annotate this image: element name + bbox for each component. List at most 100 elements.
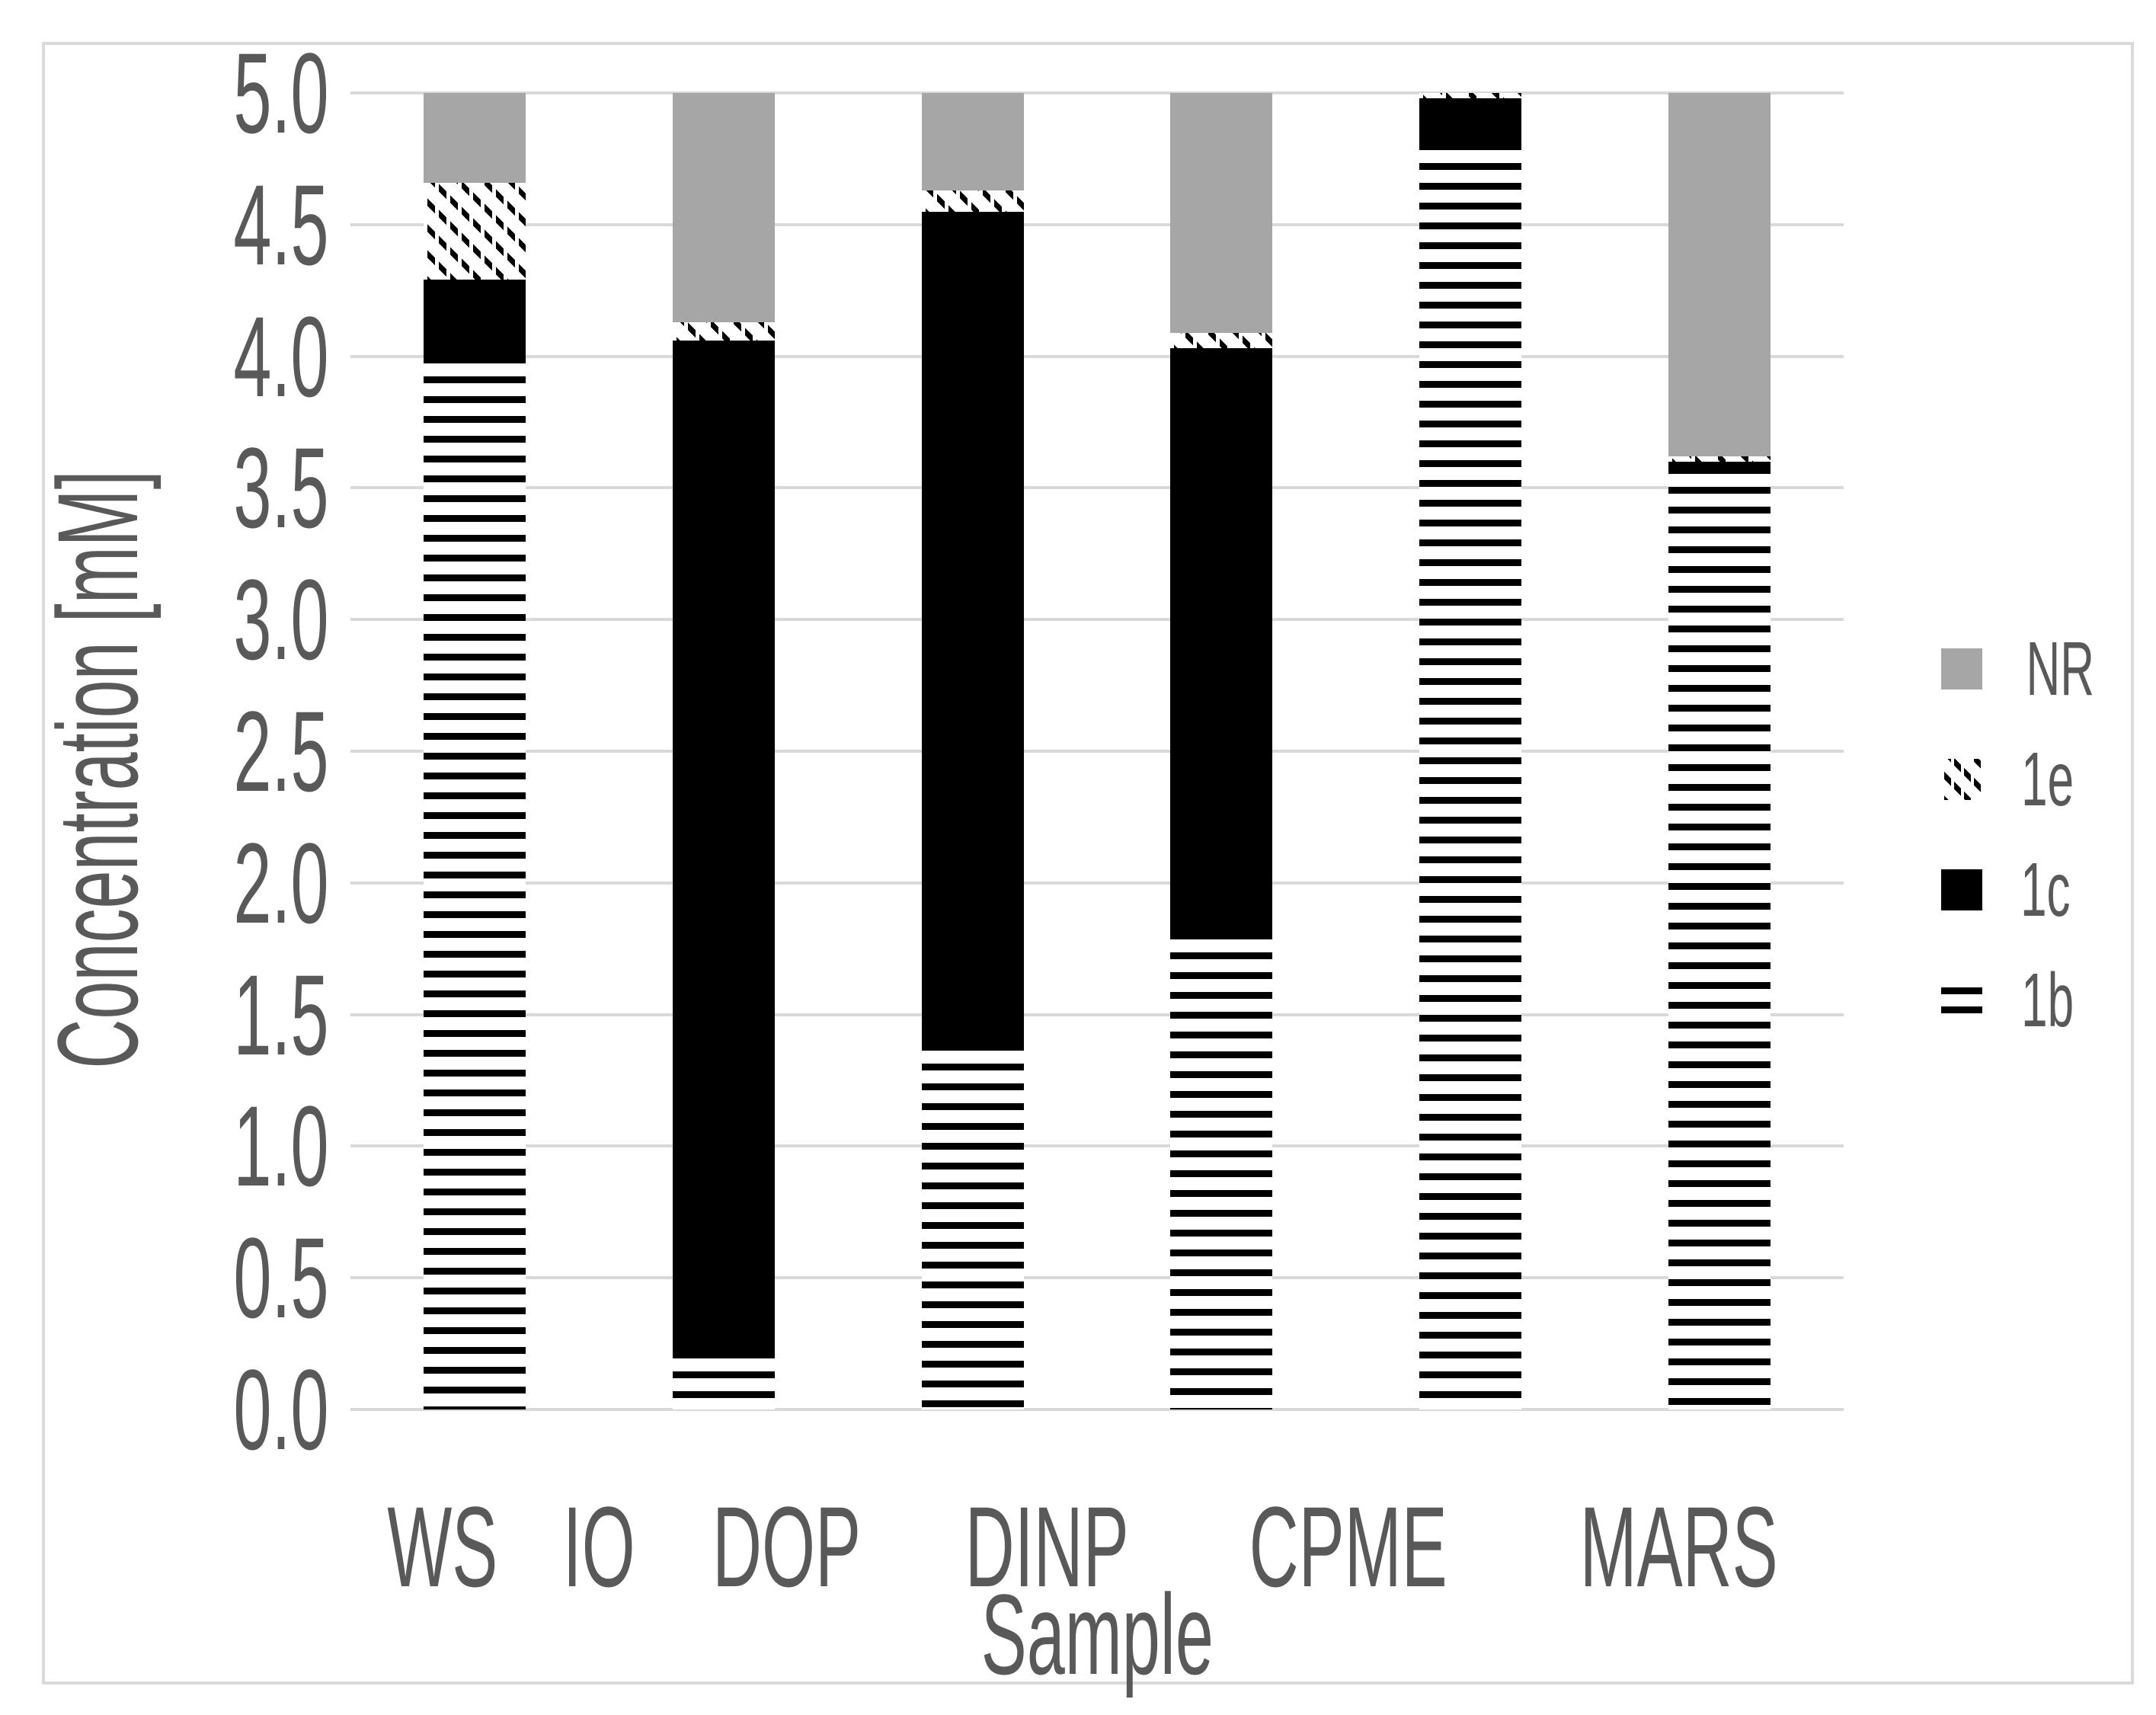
bar-slot-mars [1595,93,1844,1409]
legend-label-text: NR [2026,626,2094,712]
stacked-bar-cpme [1419,93,1522,1409]
y-tick-text: 2.0 [233,818,329,947]
segment-mars-1e [1668,456,1771,462]
y-tick-label-0.0: 0.0 [0,1352,329,1467]
segment-cpme-1c [1419,98,1522,143]
segment-ws-NR [424,93,526,183]
gridline-1.0 [350,1144,1844,1148]
y-tick-text: 5.0 [233,29,329,157]
y-tick-label-3.0: 3.0 [0,562,329,677]
segment-dop-1c [921,211,1024,1044]
legend-item-1b: 1b [1941,958,2090,1042]
y-tick-text: 1.0 [233,1082,329,1211]
x-category-label-mars: MARS [1514,1486,1844,1608]
legend-swatch-nr-icon [1941,648,1982,690]
y-tick-text: 3.0 [233,555,329,684]
legend-label-nr: NR [2005,627,2115,711]
x-category-text: IO [562,1483,635,1611]
gridline-0.5 [350,1276,1844,1280]
y-tick-label-5.0: 5.0 [0,36,329,150]
y-tick-label-0.5: 0.5 [0,1221,329,1335]
y-tick-label-1.0: 1.0 [0,1089,329,1203]
bar-slot-cpme [1346,93,1595,1409]
legend-item-nr: NR [1941,627,2115,711]
y-axis-title: Concentration [mM] [34,271,162,1269]
segment-mars-1b [1668,466,1771,1409]
legend-label-text: 1c [2020,847,2071,933]
stacked-bar-io [673,93,775,1409]
segment-ws-1e [424,182,526,280]
segment-dop-NR [921,93,1024,190]
segment-dop-1b [921,1043,1024,1409]
y-tick-label-1.5: 1.5 [0,958,329,1072]
segment-dinp-1b [1170,933,1273,1409]
legend-label-1c: 1c [2005,848,2086,932]
y-tick-label-4.5: 4.5 [0,168,329,282]
gridline-2.5 [350,750,1844,753]
gridline-0.0 [350,1408,1844,1411]
y-tick-label-2.5: 2.5 [0,694,329,808]
segment-mars-1c [1668,461,1771,467]
y-tick-text: 1.5 [233,950,329,1079]
y-tick-text: 2.5 [233,687,329,815]
x-category-text: DOP [712,1483,861,1611]
legend-label-1e: 1e [2005,738,2090,821]
y-tick-label-4.0: 4.0 [0,299,329,414]
legend-swatch-1b-icon [1941,987,1982,1013]
segment-ws-1c [424,280,526,357]
segment-io-1c [673,340,775,1352]
x-category-text: DINP [964,1483,1129,1611]
gridline-1.5 [350,1013,1844,1016]
segment-dinp-1e [1170,332,1273,349]
y-tick-text: 0.5 [233,1214,329,1342]
y-tick-label-3.5: 3.5 [0,430,329,545]
segment-io-1e [673,322,775,341]
legend-label-text: 1b [2021,958,2074,1043]
y-tick-text: 4.5 [233,160,329,289]
y-axis-tick-labels: 0.0 0.5 1.0 1.5 2.0 2.5 3.0 3.5 4.0 4.5 5.0 [0,36,329,1467]
gridline-4.5 [350,222,1844,226]
segment-io-NR [673,93,775,322]
x-category-text: MARS [1579,1483,1778,1611]
bar-slot-dinp [1097,93,1346,1409]
legend-swatch-1e-icon [1941,759,1982,800]
bar-slot-io [600,93,849,1409]
x-category-label-cpme: CPME [1183,1486,1513,1608]
bars-container [350,93,1844,1409]
legend-item-1c: 1c [1941,848,2086,932]
bar-slot-dop [848,93,1097,1409]
gridline-3.5 [350,486,1844,490]
segment-io-1b [673,1351,775,1409]
segment-dop-1e [921,190,1024,212]
gridline-5.0 [350,91,1844,94]
bar-slot-ws [350,93,600,1409]
segment-cpme-1e [1419,93,1522,98]
x-category-text: CPME [1249,1483,1447,1611]
segment-mars-NR [1668,93,1771,456]
x-category-label-dop: DOP [663,1486,910,1608]
gridline-4.0 [350,354,1844,358]
x-axis-category-labels: WS IO DOP DINP CPME MARS [350,1486,1844,1608]
x-axis-title-text: Sample [980,1570,1214,1698]
stacked-bar-dinp [1170,93,1273,1409]
x-category-label-io: IO [535,1486,663,1608]
segment-cpme-1b [1419,142,1522,1409]
plot-area [350,91,1844,1411]
gridline-2.0 [350,881,1844,885]
x-category-text: WS [387,1483,498,1611]
y-tick-text: 0.0 [233,1345,329,1473]
legend-label-1b: 1b [2005,958,2090,1042]
y-tick-text: 4.0 [233,292,329,421]
segment-dinp-1c [1170,348,1273,933]
y-axis-title-text: Concentration [mM] [34,470,162,1069]
segment-ws-1b [424,356,526,1409]
legend-item-1e: 1e [1941,738,2090,821]
x-category-label-dinp: DINP [910,1486,1183,1608]
stacked-bar-ws [424,93,526,1409]
x-axis-title: Sample [350,1573,1844,1695]
segment-dinp-NR [1170,93,1273,333]
stacked-bar-dop [921,93,1024,1409]
y-tick-label-2.0: 2.0 [0,826,329,940]
gridline-3.0 [350,618,1844,622]
legend-swatch-1c-icon [1941,869,1982,910]
